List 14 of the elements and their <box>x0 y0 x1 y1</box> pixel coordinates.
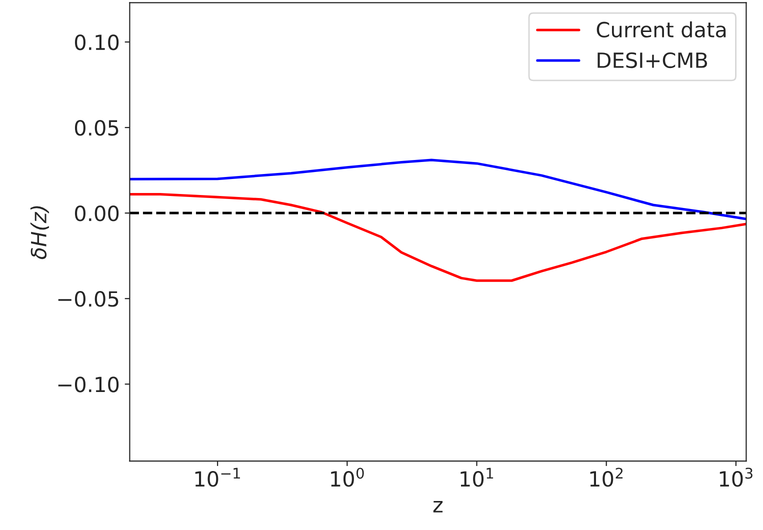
y-axis-title: δH(z) <box>30 206 50 260</box>
x-tick-label: 10$^{2}$ <box>590 468 623 487</box>
x-tick-label: 10$^{3}$ <box>720 468 752 487</box>
y-tick-label: −0.10 <box>58 376 119 392</box>
y-tick-label: −0.05 <box>58 291 118 307</box>
legend-label: Current data <box>596 21 726 38</box>
x-axis-title: z <box>433 500 443 512</box>
y-tick-label: 0.10 <box>74 34 119 50</box>
y-tick-label: 0.00 <box>74 206 119 222</box>
x-tick-label: 10$^{−1}$ <box>195 468 240 487</box>
legend-label: DESI+CMB <box>598 52 708 68</box>
x-tick-label: 10$^{1}$ <box>460 468 494 487</box>
x-tick-label: 10$^{0}$ <box>331 468 364 487</box>
y-tick-label: 0.05 <box>74 120 118 136</box>
